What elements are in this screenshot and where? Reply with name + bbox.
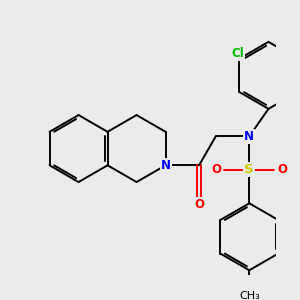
Text: O: O: [211, 163, 221, 176]
Text: CH₃: CH₃: [239, 291, 260, 300]
Text: O: O: [278, 163, 287, 176]
Text: S: S: [244, 163, 254, 176]
Text: N: N: [244, 130, 254, 143]
Text: Cl: Cl: [231, 47, 244, 60]
Text: O: O: [194, 198, 204, 212]
Text: N: N: [160, 159, 171, 172]
